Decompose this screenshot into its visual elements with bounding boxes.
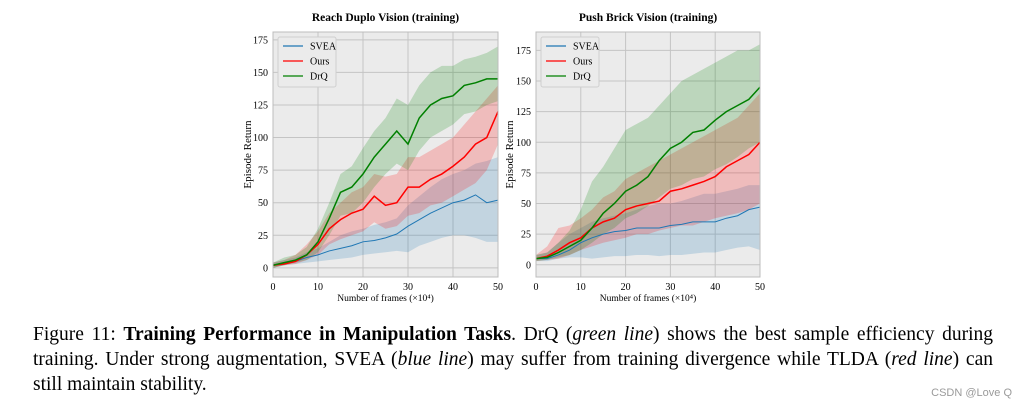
y-tick-label: 75 — [258, 166, 268, 177]
band-svea — [536, 185, 760, 262]
x-tick-label: 50 — [755, 282, 765, 293]
chart-2: 0 10 20 30 40 50 0 25 50 75 100 125 150 175 SVEA Ours Dr… — [504, 12, 765, 304]
legend-label: DrQ — [310, 72, 329, 83]
caption-title: Training Performance in Manipulation Tas… — [123, 324, 512, 345]
y-tick-label: 175 — [253, 35, 268, 46]
band-drq — [536, 44, 760, 262]
figure: 0 10 20 30 40 500255075100125150175SVEAOursDr… — [242, 12, 765, 304]
plot-frame — [535, 31, 761, 278]
band-svea — [273, 157, 498, 268]
legend: SVEA Ours DrQ — [540, 36, 600, 88]
caption-red: red line — [891, 349, 953, 370]
legend-label: SVEA — [310, 42, 337, 53]
x-tick-label: 0 — [534, 282, 539, 293]
y-tick-label: 25 — [521, 230, 531, 241]
series-line-ours — [535, 141, 761, 260]
caption-label: Figure 11: — [33, 324, 116, 345]
x-tick-label: 40 — [448, 282, 458, 293]
x-tick-label: 30 — [403, 282, 413, 293]
y-axis-label: Episode Return — [504, 120, 516, 189]
x-tick-label: 50 — [493, 282, 503, 293]
caption-text: ) may suffer from training divergence wh… — [467, 349, 892, 370]
y-tick-label: 0 — [526, 260, 531, 271]
series-line-svea — [536, 206, 761, 260]
band-ours — [273, 85, 498, 268]
x-tick-label: 40 — [710, 282, 720, 293]
legend-label: Ours — [310, 57, 330, 68]
series-line-svea — [272, 194, 499, 266]
x-tick-label: 10 — [313, 282, 323, 293]
y-tick-label: 150 — [253, 68, 268, 79]
y-tick-label: 75 — [521, 168, 531, 179]
caption-blue: blue line — [397, 349, 468, 370]
x-tick-label: 20 — [621, 282, 631, 293]
legend-label: SVEA — [573, 42, 600, 53]
band-drq — [273, 46, 498, 268]
x-tick-label: 10 — [576, 282, 586, 293]
series-line-drq — [535, 86, 761, 260]
y-tick-label: 25 — [258, 231, 268, 242]
series-line-drq — [272, 78, 498, 267]
y-tick-label: 125 — [516, 107, 531, 118]
y-tick-label: 150 — [516, 77, 531, 88]
caption-text: ) can still maintain stability. — [33, 349, 993, 395]
y-tick-label: 100 — [253, 133, 268, 144]
x-axis-label: Number of frames (×10⁴) — [600, 293, 697, 304]
caption-text: ) shows the best sample efficiency durin… — [33, 324, 994, 370]
watermark: CSDN @Love Q — [931, 387, 1012, 399]
caption-green: green line — [572, 324, 653, 345]
legend-label: Ours — [573, 57, 593, 68]
chart-1: 0 10 20 30 40 50 0 25 50 75 100 125 150 175 SVEA Ours Dr… — [242, 12, 503, 304]
y-tick-label: 50 — [258, 198, 268, 209]
plot-frame — [272, 31, 499, 278]
x-tick-label: 0 — [271, 282, 276, 293]
x-tick-label: 20 — [358, 282, 368, 293]
legend-label: DrQ — [573, 72, 592, 83]
y-tick-label: 0 — [263, 263, 268, 274]
x-tick-label: 30 — [665, 282, 675, 293]
legend-box — [277, 36, 337, 88]
legend: SVEA Ours DrQ — [277, 36, 337, 88]
chart-title: Push Brick Vision (training) — [579, 12, 718, 24]
caption-text: . DrQ ( — [511, 324, 573, 345]
y-tick-label: 175 — [516, 46, 531, 57]
legend-box — [540, 36, 600, 88]
y-axis-label: Episode Return — [242, 120, 254, 189]
y-tick-label: 125 — [253, 100, 268, 111]
y-tick-label: 50 — [521, 199, 531, 210]
y-tick-label: 100 — [516, 138, 531, 149]
chart-title: Reach Duplo Vision (training) — [312, 12, 459, 24]
x-axis-label: Number of frames (×10⁴) — [337, 293, 434, 304]
figure-caption: Figure 11: Training Performance in Manip… — [33, 322, 993, 397]
